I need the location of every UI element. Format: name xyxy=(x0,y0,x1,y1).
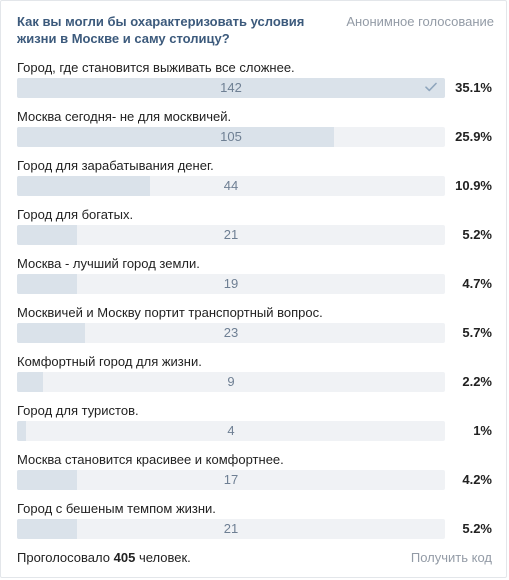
poll-option-percent: 35.1% xyxy=(455,80,492,95)
poll-option-count: 23 xyxy=(223,325,239,340)
poll-option-bar[interactable]: 23 xyxy=(17,323,445,343)
poll-option-bar-fill xyxy=(17,78,445,98)
poll-option[interactable]: Москвичей и Москву портит транспортный в… xyxy=(17,305,492,354)
poll-option-label: Город для зарабатывания денег. xyxy=(17,158,214,173)
poll-option-bar[interactable]: 105 xyxy=(17,127,445,147)
poll-question: Как вы могли бы охарактеризовать условия… xyxy=(17,14,305,46)
poll-option-bar-fill xyxy=(17,421,26,441)
poll-option-count: 9 xyxy=(227,374,235,389)
poll-option[interactable]: Город для туристов. 4 1% xyxy=(17,403,492,452)
poll-option[interactable]: Город с бешеным темпом жизни. 21 5.2% xyxy=(17,501,492,550)
anonymous-label: Анонимное голосование xyxy=(346,14,494,29)
poll-option-label: Город для туристов. xyxy=(17,403,139,418)
poll-option-bar[interactable]: 142 xyxy=(17,78,445,98)
poll-option-label: Москва сегодня- не для москвичей. xyxy=(17,109,232,124)
poll-option-bar-fill xyxy=(17,274,77,294)
poll-option-percent: 5.2% xyxy=(462,521,492,536)
poll-option-percent: 5.7% xyxy=(462,325,492,340)
poll-option-count: 19 xyxy=(223,276,239,291)
poll-option-percent: 1% xyxy=(473,423,492,438)
poll-option-count: 21 xyxy=(223,521,239,536)
poll-option-percent: 4.7% xyxy=(462,276,492,291)
poll-option[interactable]: Город для зарабатывания денег. 44 10.9% xyxy=(17,158,492,207)
poll-option-bar[interactable]: 44 xyxy=(17,176,445,196)
poll-option[interactable]: Комфортный город для жизни. 9 2.2% xyxy=(17,354,492,403)
poll-option-bar[interactable]: 17 xyxy=(17,470,445,490)
poll-option-percent: 10.9% xyxy=(455,178,492,193)
poll-option-label: Комфортный город для жизни. xyxy=(17,354,202,369)
poll-footer: Проголосовало 405 человек. Получить код xyxy=(17,550,492,566)
poll-option-label: Москва - лучший город земли. xyxy=(17,256,200,271)
poll-option-count: 21 xyxy=(223,227,239,242)
poll-option-label: Москвичей и Москву портит транспортный в… xyxy=(17,305,323,320)
poll-option-bar[interactable]: 21 xyxy=(17,225,445,245)
voted-prefix: Проголосовало xyxy=(17,550,110,565)
poll-option[interactable]: Москва становится красивее и комфортнее.… xyxy=(17,452,492,501)
poll-option-count: 17 xyxy=(223,472,239,487)
poll-header: Как вы могли бы охарактеризовать условия… xyxy=(17,13,494,47)
poll-option[interactable]: Москва сегодня- не для москвичей. 105 25.9… xyxy=(17,109,492,158)
voted-suffix: человек. xyxy=(138,550,191,565)
poll-option-label: Город, где становится выживать все сложн… xyxy=(17,60,295,75)
poll-option-bar-fill xyxy=(17,519,77,539)
poll-option-bar[interactable]: 4 xyxy=(17,421,445,441)
poll-option-label: Город с бешеным темпом жизни. xyxy=(17,501,216,516)
poll-option-count: 105 xyxy=(220,129,242,144)
poll-option-bar-fill xyxy=(17,372,43,392)
poll-option-percent: 2.2% xyxy=(462,374,492,389)
poll-option-percent: 5.2% xyxy=(462,227,492,242)
voted-count: 405 xyxy=(113,550,136,565)
poll-option-bar-fill xyxy=(17,225,77,245)
poll-option[interactable]: Город для богатых. 21 5.2% xyxy=(17,207,492,256)
poll-option-count: 142 xyxy=(220,80,242,95)
poll-option-count: 4 xyxy=(227,423,235,438)
poll-option-bar[interactable]: 9 xyxy=(17,372,445,392)
poll-option-count: 44 xyxy=(223,178,239,193)
get-code-link[interactable]: Получить код xyxy=(410,550,492,565)
poll-option-bar[interactable]: 21 xyxy=(17,519,445,539)
poll-option-label: Город для богатых. xyxy=(17,207,134,222)
poll-option-percent: 25.9% xyxy=(455,129,492,144)
poll-option[interactable]: Город, где становится выживать все сложн… xyxy=(17,60,492,109)
poll-option-percent: 4.2% xyxy=(462,472,492,487)
poll-option-bar-fill xyxy=(17,127,334,147)
poll-options: Город, где становится выживать все сложн… xyxy=(17,60,492,550)
poll-option-bar-fill xyxy=(17,470,77,490)
poll-option-bar-fill xyxy=(17,176,150,196)
poll-option-label: Москва становится красивее и комфортнее. xyxy=(17,452,284,467)
poll-option-bar[interactable]: 19 xyxy=(17,274,445,294)
checkmark-icon xyxy=(425,82,437,92)
voted-summary: Проголосовало 405 человек. xyxy=(17,550,191,566)
poll-option-bar-fill xyxy=(17,323,86,343)
poll-option[interactable]: Москва - лучший город земли. 19 4.7% xyxy=(17,256,492,305)
